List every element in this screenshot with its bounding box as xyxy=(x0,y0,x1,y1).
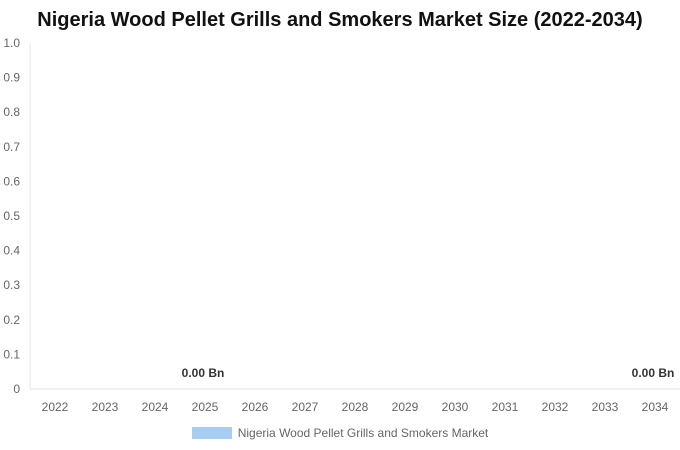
y-tick-label: 0.1 xyxy=(3,347,20,361)
x-tick-label: 2027 xyxy=(292,400,319,414)
x-tick-label: 2033 xyxy=(592,400,619,414)
chart-axes: 0 0.1 0.2 0.3 0.4 0.5 0.6 0.7 0.8 0.9 1.0 2022 2023 2… xyxy=(3,36,680,414)
x-tick-label: 2031 xyxy=(492,400,519,414)
x-tick-label: 2024 xyxy=(142,400,169,414)
x-tick-label: 2022 xyxy=(42,400,69,414)
x-tick-label: 2025 xyxy=(192,400,219,414)
data-label: 0.00 Bn xyxy=(632,366,675,380)
y-tick-label: 0.2 xyxy=(3,313,20,327)
chart-labels: 0.00 Bn 0.00 Bn xyxy=(182,366,675,380)
x-tick-label: 2034 xyxy=(642,400,669,414)
chart-title: Nigeria Wood Pellet Grills and Smokers M… xyxy=(37,9,643,31)
y-tick-label: 0.7 xyxy=(3,140,20,154)
y-tick-label: 0.8 xyxy=(3,105,20,119)
data-label: 0.00 Bn xyxy=(182,366,225,380)
x-tick-label: 2026 xyxy=(242,400,269,414)
y-tick-label: 0.5 xyxy=(3,209,20,223)
x-tick-label: 2029 xyxy=(392,400,419,414)
x-tick-label: 2023 xyxy=(92,400,119,414)
y-tick-label: 0 xyxy=(13,382,20,396)
y-tick-label: 0.6 xyxy=(3,174,20,188)
legend-swatch xyxy=(191,427,232,439)
legend-label: Nigeria Wood Pellet Grills and Smokers M… xyxy=(237,426,489,440)
y-tick-label: 0.9 xyxy=(3,71,20,85)
y-tick-label: 0.4 xyxy=(3,244,20,258)
y-tick-label: 1.0 xyxy=(3,36,20,50)
chart-legend[interactable]: Nigeria Wood Pellet Grills and Smokers M… xyxy=(0,426,680,440)
x-tick-label: 2030 xyxy=(442,400,469,414)
y-tick-label: 0.3 xyxy=(3,278,20,292)
x-tick-label: 2032 xyxy=(542,400,569,414)
x-tick-label: 2028 xyxy=(342,400,369,414)
